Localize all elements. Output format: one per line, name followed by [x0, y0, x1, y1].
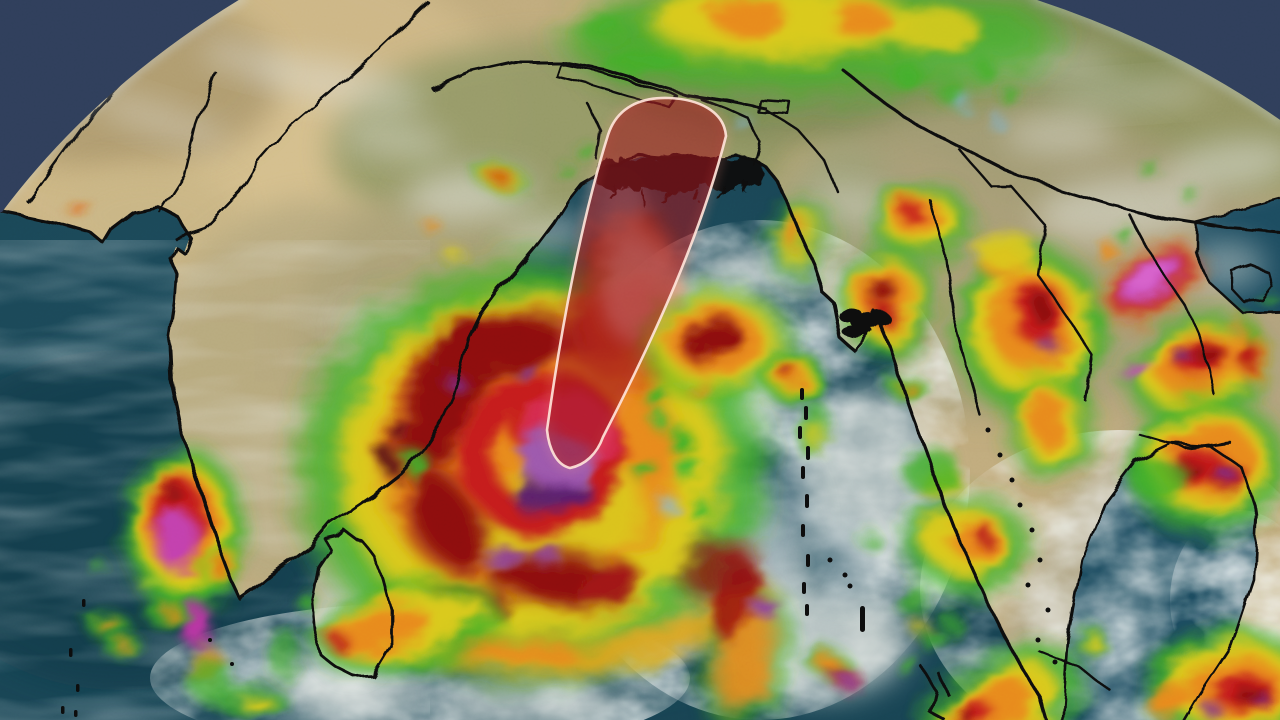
satellite-globe-view: [0, 0, 1280, 720]
weather-map: [0, 0, 1280, 720]
satellite-grain-texture: [0, 0, 1280, 720]
